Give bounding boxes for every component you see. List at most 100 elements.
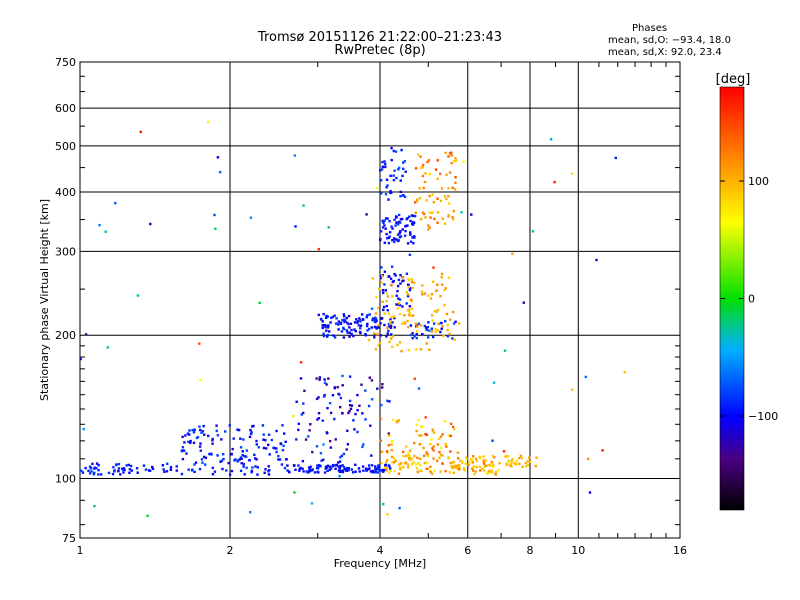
data-point xyxy=(216,434,220,437)
data-point xyxy=(234,458,237,461)
data-point xyxy=(416,470,419,474)
data-point xyxy=(387,464,391,467)
data-point xyxy=(232,437,235,440)
data-point xyxy=(423,292,426,295)
data-point xyxy=(439,295,442,298)
data-point xyxy=(348,375,352,378)
data-point xyxy=(412,221,415,224)
data-point xyxy=(419,464,422,467)
y-tick-label: 750 xyxy=(55,56,76,69)
data-point xyxy=(354,463,357,466)
data-point xyxy=(353,328,356,331)
data-point xyxy=(359,320,362,323)
data-point xyxy=(377,323,380,327)
data-point xyxy=(329,446,332,449)
data-point xyxy=(425,199,428,202)
data-point xyxy=(370,326,373,329)
data-point xyxy=(311,468,314,471)
data-point xyxy=(383,283,386,286)
data-point xyxy=(396,343,399,347)
data-point xyxy=(305,470,308,473)
data-point xyxy=(348,399,352,403)
data-point xyxy=(392,315,396,318)
data-point xyxy=(402,450,405,454)
data-point xyxy=(361,412,364,415)
data-point xyxy=(415,467,419,470)
data-point xyxy=(425,433,428,437)
data-point xyxy=(286,464,289,467)
data-point xyxy=(385,178,389,181)
data-point xyxy=(526,463,529,467)
data-point xyxy=(324,326,328,329)
data-point xyxy=(239,446,243,449)
data-point xyxy=(571,172,574,175)
data-point xyxy=(450,465,453,468)
data-point xyxy=(444,444,448,447)
data-point xyxy=(497,469,500,472)
data-point xyxy=(390,448,393,452)
data-point xyxy=(393,272,396,276)
data-point xyxy=(182,449,186,452)
data-point xyxy=(449,450,452,453)
data-point xyxy=(151,465,154,469)
data-point xyxy=(220,438,223,441)
data-point xyxy=(183,441,186,444)
data-point xyxy=(454,181,457,184)
data-point xyxy=(376,467,379,471)
data-point xyxy=(398,230,402,233)
data-point xyxy=(379,169,382,172)
data-point xyxy=(204,463,207,466)
data-point xyxy=(383,160,386,163)
data-point xyxy=(251,466,254,469)
data-point xyxy=(432,445,435,448)
data-point xyxy=(370,464,374,467)
data-point xyxy=(390,337,393,340)
data-point xyxy=(389,318,392,321)
data-point xyxy=(436,177,439,180)
data-point xyxy=(485,464,488,467)
data-point xyxy=(384,193,388,196)
data-point xyxy=(443,195,447,198)
data-point xyxy=(346,429,349,432)
data-point xyxy=(265,447,268,450)
data-point xyxy=(437,322,440,325)
data-point xyxy=(520,456,524,460)
data-point xyxy=(315,377,318,380)
data-point xyxy=(104,230,107,233)
data-point xyxy=(433,310,437,313)
data-point xyxy=(356,430,359,434)
data-point xyxy=(385,335,388,338)
data-point xyxy=(262,446,266,450)
data-point xyxy=(431,211,434,214)
data-point xyxy=(402,465,405,469)
data-point xyxy=(243,455,246,458)
data-point xyxy=(380,317,384,320)
data-point xyxy=(428,172,431,176)
data-point xyxy=(354,330,357,333)
data-point xyxy=(470,458,474,462)
data-point xyxy=(425,467,428,470)
data-point xyxy=(231,447,234,451)
data-point xyxy=(374,317,377,320)
data-point xyxy=(236,428,239,431)
data-point xyxy=(395,221,398,224)
data-point xyxy=(433,217,436,221)
data-point xyxy=(429,216,432,219)
data-point xyxy=(386,332,389,335)
colorbar-tick-label: −100 xyxy=(748,410,778,423)
data-point xyxy=(384,464,387,467)
data-point xyxy=(383,323,386,327)
data-point xyxy=(431,428,434,431)
data-point xyxy=(525,465,528,468)
data-point xyxy=(352,334,355,338)
data-point xyxy=(424,326,428,329)
data-point xyxy=(369,424,372,427)
data-point xyxy=(465,457,468,461)
data-point xyxy=(454,466,457,469)
data-point xyxy=(426,455,430,458)
data-point xyxy=(400,350,403,353)
data-point xyxy=(385,304,388,308)
data-point xyxy=(447,456,450,459)
data-point xyxy=(429,471,433,474)
data-point xyxy=(380,403,383,407)
